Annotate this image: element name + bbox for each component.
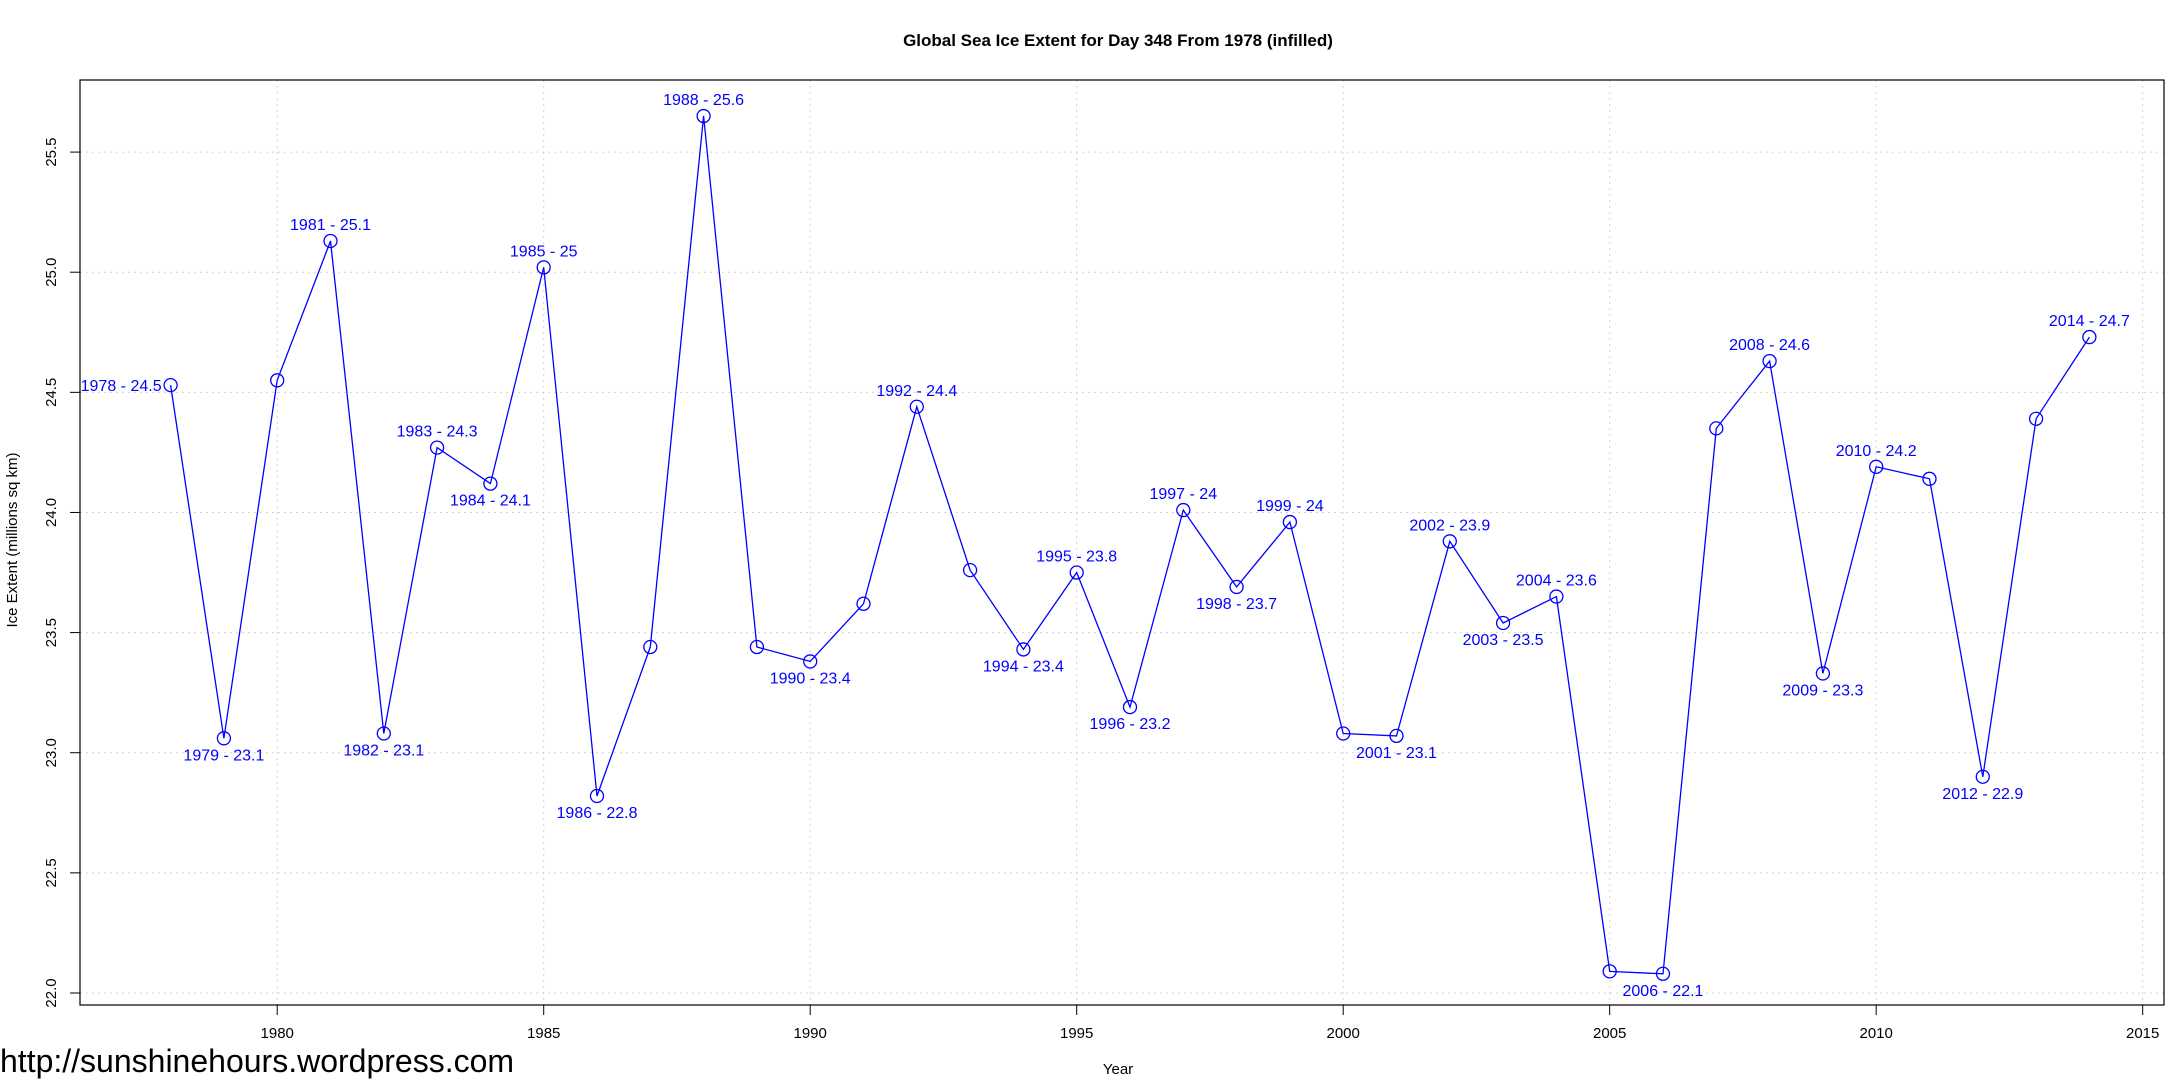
- data-label: 1999 - 24: [1256, 498, 1324, 515]
- data-label: 1996 - 23.2: [1090, 716, 1171, 733]
- x-tick-label: 2005: [1593, 1025, 1626, 1042]
- data-point: [1495, 615, 1511, 631]
- series-line: [163, 108, 2097, 981]
- data-point: [856, 596, 871, 611]
- data-label: 1997 - 24: [1149, 486, 1217, 503]
- data-label: 2003 - 23.5: [1463, 632, 1544, 649]
- data-label: 1988 - 25.6: [663, 92, 744, 109]
- data-label: 2014 - 24.7: [2049, 313, 2130, 330]
- data-point: [1016, 642, 1031, 657]
- watermark-url: http://sunshinehours.wordpress.com: [0, 1043, 515, 1079]
- data-point: [696, 108, 711, 124]
- data-point: [1709, 421, 1724, 436]
- data-label: 2001 - 23.1: [1356, 745, 1437, 762]
- series-polyline: [169, 115, 2090, 975]
- data-point: [1176, 502, 1191, 518]
- data-point: [1602, 964, 1617, 979]
- x-axis-label: Year: [1103, 1061, 1133, 1078]
- data-point: [1442, 534, 1457, 549]
- data-point: [429, 440, 445, 455]
- data-point: [1282, 514, 1298, 530]
- grid-lines: [80, 80, 2164, 1005]
- y-tick-label: 24.0: [43, 498, 60, 527]
- data-point: [2028, 411, 2044, 426]
- data-label: 1992 - 24.4: [876, 383, 957, 400]
- data-point: [536, 260, 551, 275]
- data-label: 1994 - 23.4: [983, 658, 1064, 675]
- data-point: [749, 639, 765, 655]
- data-point: [1122, 699, 1138, 715]
- data-point: [1762, 353, 1777, 369]
- data-point: [909, 399, 924, 414]
- y-tick-label: 22.0: [43, 978, 60, 1007]
- chart-title: Global Sea Ice Extent for Day 348 From 1…: [903, 31, 1333, 50]
- data-point: [1069, 565, 1084, 580]
- data-label: 1978 - 24.5: [81, 378, 162, 395]
- data-label: 2006 - 22.1: [1623, 983, 1704, 1000]
- data-point: [1922, 471, 1937, 486]
- data-point: [1549, 589, 1564, 604]
- data-label: 1998 - 23.7: [1196, 596, 1277, 613]
- data-point: [376, 726, 391, 741]
- data-point: [1815, 666, 1831, 681]
- x-axis: 1980 1985 1990 1995 2000 2005 2010 2015: [261, 1004, 2159, 1042]
- y-axis: 22.0 22.5 23.0 23.5 24.0 24.5 25.0 25.5: [43, 137, 81, 1008]
- y-tick-label: 24.5: [43, 378, 60, 407]
- data-label: 1990 - 23.4: [770, 670, 851, 687]
- data-point: [216, 731, 232, 746]
- data-point: [483, 476, 498, 491]
- data-point: [2082, 329, 2097, 345]
- data-point: [270, 373, 285, 388]
- x-tick-label: 1985: [527, 1025, 560, 1042]
- data-point: [962, 562, 978, 578]
- data-label: 2010 - 24.2: [1836, 443, 1917, 460]
- data-label: 1986 - 22.8: [557, 805, 638, 822]
- y-tick-label: 25.5: [43, 137, 60, 166]
- data-point: [1389, 728, 1404, 744]
- data-point: [643, 639, 658, 655]
- data-label: 2009 - 23.3: [1782, 682, 1863, 699]
- data-label: 1983 - 24.3: [397, 424, 478, 441]
- y-tick-label: 23.5: [43, 618, 60, 647]
- y-tick-label: 25.0: [43, 258, 60, 287]
- data-label: 2012 - 22.9: [1942, 786, 2023, 803]
- x-tick-label: 1995: [1060, 1025, 1093, 1042]
- plot-frame: [79, 79, 2165, 1006]
- data-point: [1975, 769, 1990, 784]
- data-point: [323, 233, 338, 249]
- y-tick-label: 23.0: [43, 738, 60, 767]
- data-label: 1995 - 23.8: [1036, 549, 1117, 566]
- data-label: 1982 - 23.1: [343, 743, 424, 760]
- data-point: [1229, 579, 1244, 595]
- data-label: 2004 - 23.6: [1516, 573, 1597, 590]
- data-point: [1655, 966, 1671, 981]
- x-tick-label: 1980: [261, 1025, 294, 1042]
- data-labels: 1978 - 24.5 1979 - 23.1 1981 - 25.1 1982 - …: [81, 92, 2130, 1000]
- data-label: 2002 - 23.9: [1409, 517, 1490, 534]
- data-point: [803, 654, 818, 669]
- data-point: [1336, 726, 1351, 741]
- data-point: [589, 788, 605, 804]
- x-tick-label: 2000: [1327, 1025, 1360, 1042]
- y-tick-label: 22.5: [43, 858, 60, 887]
- data-label: 1984 - 24.1: [450, 493, 531, 510]
- x-tick-label: 1990: [794, 1025, 827, 1042]
- data-label: 2008 - 24.6: [1729, 337, 1810, 354]
- x-tick-label: 2010: [1859, 1025, 1892, 1042]
- data-point: [1869, 459, 1884, 474]
- data-point: [163, 377, 178, 393]
- data-label: 1985 - 25: [510, 243, 578, 260]
- data-label: 1979 - 23.1: [183, 747, 264, 764]
- y-axis-label: Ice Extent (millions sq km): [4, 452, 21, 627]
- data-label: 1981 - 25.1: [290, 217, 371, 234]
- x-tick-label: 2015: [2126, 1025, 2159, 1042]
